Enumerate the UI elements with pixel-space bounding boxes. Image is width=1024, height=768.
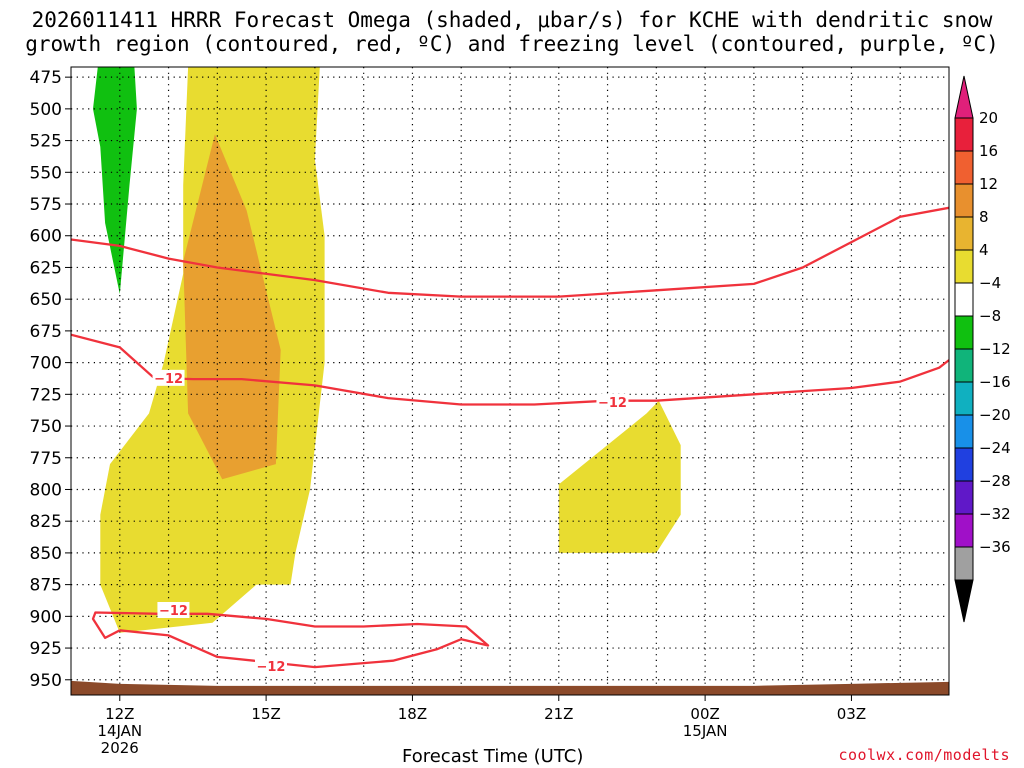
colorbar-swatch [954, 447, 974, 482]
contour-label-background [157, 601, 190, 618]
x-tick-label: 15Z [251, 705, 280, 723]
colorbar-swatch [954, 117, 974, 152]
dgz-contour-dgz-low-level-loop [91, 611, 490, 669]
x-tick-label: 12Z [105, 705, 134, 723]
plot-frame [70, 66, 950, 696]
colorbar-swatch [954, 282, 974, 317]
colorbar-swatch [954, 249, 974, 284]
dgz-contour-dgz-upper-boundary [71, 206, 949, 298]
colorbar-swatch [954, 315, 974, 350]
colorbar-label: 12 [979, 175, 998, 193]
colorbar-label: 20 [979, 109, 998, 127]
y-tick-label: 925 [30, 639, 62, 659]
colorbar-swatch [954, 513, 974, 548]
x-tick-label: 03Z [837, 705, 866, 723]
colorbar-label: −32 [979, 505, 1011, 523]
colorbar-label: 4 [979, 241, 989, 259]
x-tick-date-label: 14JAN [97, 722, 142, 740]
colorbar-bottom-arrow [954, 579, 974, 623]
colorbar-label: −16 [979, 373, 1011, 391]
colorbar-swatch [954, 183, 974, 218]
contour-label: −12 [598, 396, 627, 411]
colorbar-label: −4 [979, 274, 1001, 292]
x-tick-label: 00Z [690, 705, 719, 723]
contour-label: −12 [256, 660, 285, 675]
colorbar-label: 8 [979, 208, 989, 226]
y-tick-label: 700 [30, 354, 62, 374]
y-tick-label: 600 [30, 227, 62, 247]
site-credit: coolwx.com/modelts [838, 746, 1010, 764]
y-tick-label: 575 [30, 195, 62, 215]
contour-label-background [152, 369, 185, 386]
contour-label: −12 [159, 604, 188, 619]
colorbar-label: −28 [979, 472, 1011, 490]
y-tick-label: 900 [30, 607, 62, 627]
omega-region-upward-motion-core [183, 134, 281, 480]
colorbar-swatch [954, 150, 974, 185]
colorbar-swatch [954, 216, 974, 251]
colorbar-label: −20 [979, 406, 1011, 424]
y-tick-label: 550 [30, 163, 62, 183]
y-tick-label: 800 [30, 480, 62, 500]
colorbar-label: −24 [979, 439, 1011, 457]
colorbar-label: −36 [979, 538, 1011, 556]
contour-label: −12 [154, 372, 183, 387]
x-tick-date-label: 2026 [101, 739, 139, 757]
colorbar-swatch [954, 480, 974, 515]
x-tick-date-label: 15JAN [683, 722, 728, 740]
colorbar-label: −12 [979, 340, 1011, 358]
y-tick-label: 675 [30, 322, 62, 342]
terrain-ground [71, 680, 949, 695]
chart-title-line-2: growth region (contoured, red, ºC) and f… [25, 32, 999, 56]
x-tick-label: 18Z [398, 705, 427, 723]
chart-title-line-1: 2026011411 HRRR Forecast Omega (shaded, … [31, 8, 993, 32]
colorbar-label: −8 [979, 307, 1001, 325]
y-tick-label: 500 [30, 100, 62, 120]
colorbar-top-arrow [954, 75, 974, 119]
y-tick-label: 625 [30, 258, 62, 278]
y-tick-label: 875 [30, 576, 62, 596]
contour-label-background [254, 657, 287, 674]
x-axis-title: Forecast Time (UTC) [402, 746, 584, 767]
y-tick-label: 825 [30, 512, 62, 532]
colorbar-swatch [954, 348, 974, 383]
y-tick-label: 650 [30, 290, 62, 310]
y-tick-label: 525 [30, 132, 62, 152]
y-tick-label: 750 [30, 417, 62, 437]
colorbar-label: 16 [979, 142, 998, 160]
contour-label-background [596, 393, 629, 410]
x-tick-label: 21Z [544, 705, 573, 723]
colorbar-swatch [954, 546, 974, 581]
colorbar-swatch [954, 414, 974, 449]
y-tick-label: 775 [30, 449, 62, 469]
y-tick-label: 950 [30, 671, 62, 691]
y-tick-label: 475 [30, 68, 62, 88]
colorbar-swatch [954, 381, 974, 416]
y-tick-label: 725 [30, 385, 62, 405]
y-tick-label: 850 [30, 544, 62, 564]
omega-region-downward-motion [93, 67, 137, 295]
omega-region-upward-motion-afternoon [558, 400, 681, 553]
